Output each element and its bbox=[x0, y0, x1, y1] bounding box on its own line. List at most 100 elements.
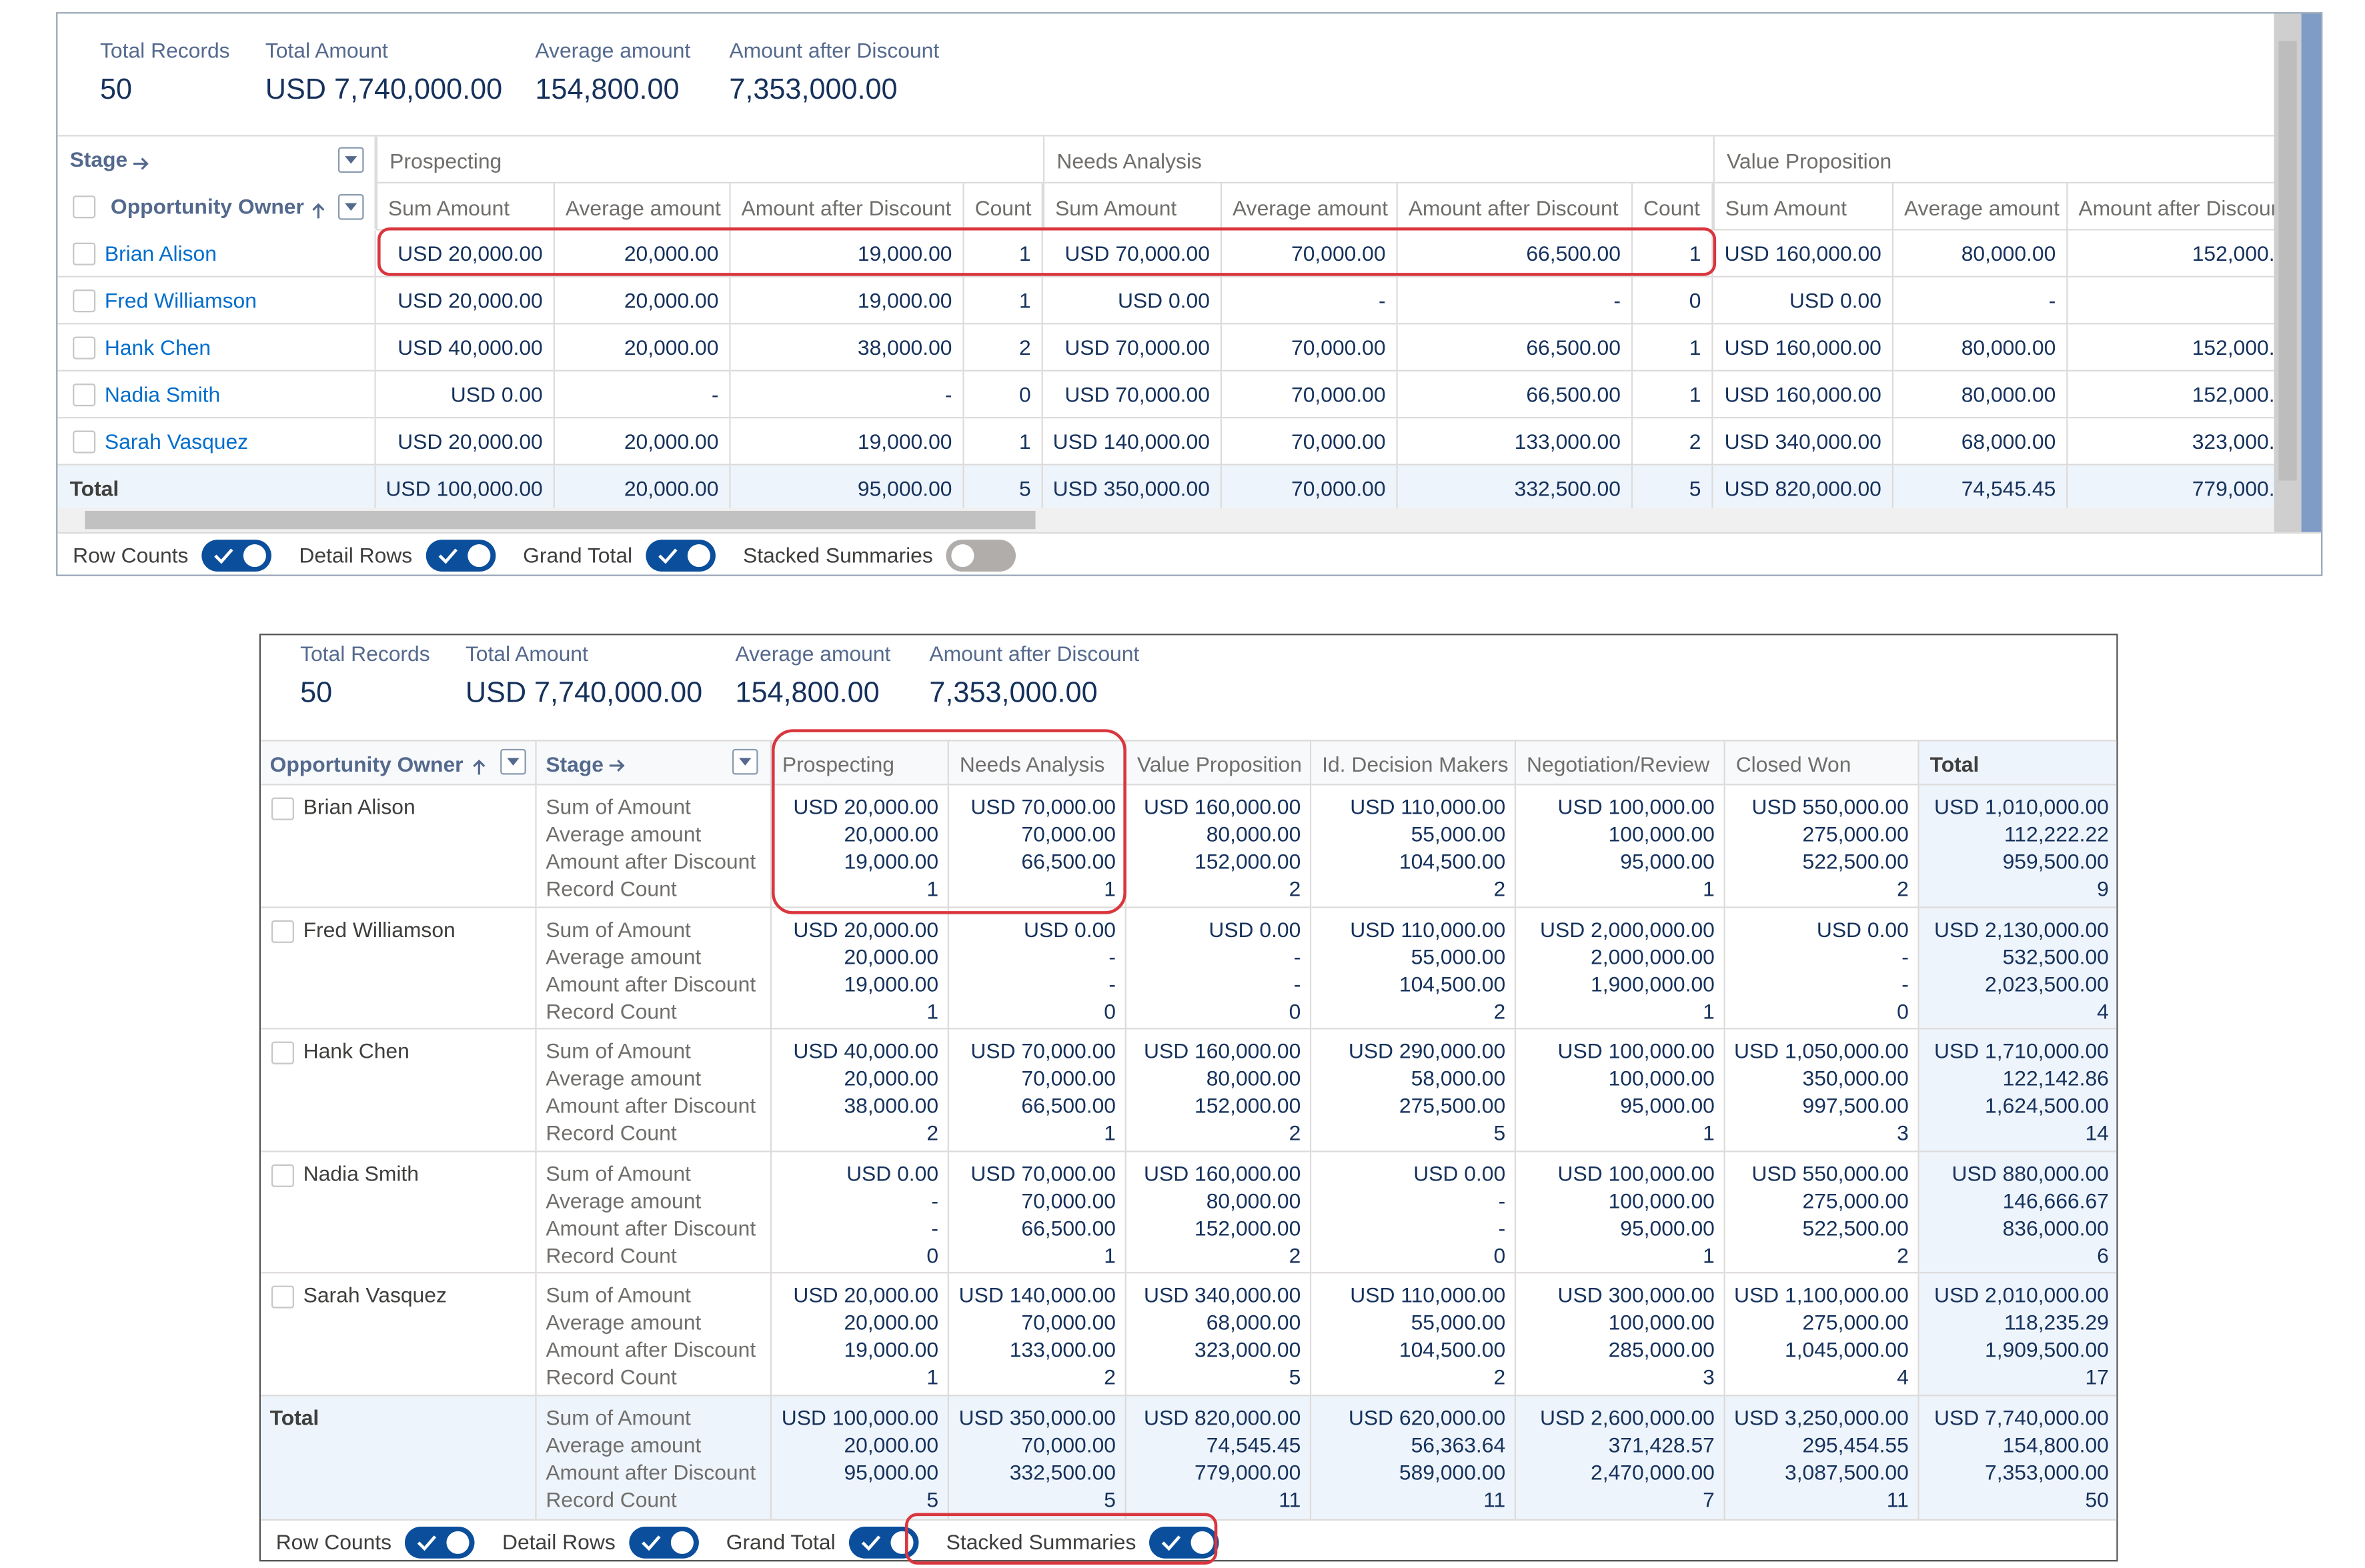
filter-button[interactable] bbox=[500, 748, 526, 775]
cell-value: USD 110,000.00 bbox=[1350, 1283, 1506, 1307]
cell-value: 5 bbox=[1493, 1120, 1506, 1145]
cell-value: 95,000.00 bbox=[1620, 1215, 1715, 1240]
cell-value: USD 2,010,000.00 bbox=[1934, 1283, 2109, 1307]
checkbox[interactable] bbox=[271, 1163, 294, 1187]
toggle-label: Stacked Summaries bbox=[743, 542, 933, 568]
cell-value: 5 bbox=[1104, 1486, 1116, 1511]
cell-value: USD 880,000.00 bbox=[1951, 1160, 2109, 1185]
cell-value: - bbox=[1293, 970, 1301, 996]
cell-value: 56,363.64 bbox=[1411, 1431, 1506, 1457]
cell-value: 55,000.00 bbox=[1411, 1309, 1506, 1335]
filter-icon bbox=[507, 758, 520, 766]
checkbox[interactable] bbox=[73, 430, 96, 454]
data-cell: USD 0.00- -0 bbox=[948, 907, 1126, 1030]
summary-label: Average amount bbox=[535, 37, 691, 63]
data-cell: USD 70,000.00 70,000.00 66,500.00 1 bbox=[948, 1029, 1126, 1152]
data-cell: 0 bbox=[964, 371, 1043, 419]
data-cell: - bbox=[1893, 277, 2068, 325]
cell-value: 80,000.00 bbox=[1206, 1065, 1301, 1090]
filter-icon bbox=[345, 203, 357, 211]
toggle-switch[interactable] bbox=[1149, 1527, 1220, 1559]
checkbox[interactable] bbox=[73, 383, 96, 407]
cell-value: 9 bbox=[2097, 876, 2109, 901]
summary-label: Total Amount bbox=[465, 641, 588, 666]
cell-value: 66,500.00 bbox=[1021, 848, 1116, 874]
measure-label: Average amount bbox=[546, 1187, 702, 1213]
owner-name: Nadia Smith bbox=[303, 1160, 419, 1185]
data-cell: USD 550,000.00 275,000.00 522,500.00 2 bbox=[1725, 785, 1919, 908]
cell-value: 133,000.00 bbox=[1009, 1337, 1116, 1362]
cell-value: USD 7,740,000.00 bbox=[1934, 1405, 2109, 1429]
data-cell: 323,000.00 bbox=[2068, 418, 2274, 466]
checkbox[interactable] bbox=[271, 919, 294, 942]
measure-label: Sum of Amount bbox=[546, 1283, 691, 1307]
cell-value: USD 1,100,000.00 bbox=[1733, 1283, 1909, 1307]
cell-value: 275,000.00 bbox=[1802, 822, 1909, 846]
data-cell: 0 bbox=[1633, 277, 1713, 325]
row-header-cell bbox=[260, 785, 537, 908]
filter-button[interactable] bbox=[732, 748, 758, 775]
filter-button[interactable] bbox=[337, 147, 364, 173]
data-cell: USD 20,000.00 20,000.00 19,000.00 1 bbox=[772, 907, 949, 1030]
scroll-thumb[interactable] bbox=[85, 511, 1036, 530]
summary-value: 7,353,000.00 bbox=[929, 678, 1098, 710]
cell-value: 38,000.00 bbox=[844, 1092, 939, 1118]
checkbox[interactable] bbox=[73, 195, 96, 219]
cell-value: USD 160,000.00 bbox=[1143, 1160, 1301, 1185]
cell-value: 0 bbox=[1897, 998, 1909, 1023]
cell-value: 95,000.00 bbox=[1620, 1092, 1715, 1118]
data-cell: - bbox=[1397, 277, 1633, 325]
data-cell: 20,000.00 bbox=[554, 465, 731, 508]
filter-button[interactable] bbox=[337, 193, 364, 220]
column-header: Needs Analysis bbox=[948, 740, 1126, 786]
cell-value: 997,500.00 bbox=[1802, 1092, 1909, 1118]
owner-link[interactable]: Nadia Smith bbox=[104, 381, 221, 407]
column-header: Count bbox=[1633, 183, 1713, 231]
cell-value: 5 bbox=[1289, 1364, 1301, 1389]
measure-label: Amount after Discount bbox=[546, 1459, 756, 1484]
cell-value: 3,087,500.00 bbox=[1785, 1459, 1909, 1484]
cell-value: USD 1,010,000.00 bbox=[1934, 794, 2109, 819]
row-header-cell bbox=[57, 277, 376, 325]
header-cell: Stage bbox=[69, 147, 128, 171]
cell-value: 152,000.00 bbox=[1195, 1215, 1301, 1240]
data-cell: 95,000.00 bbox=[730, 465, 964, 508]
toggle-switch[interactable] bbox=[946, 540, 1016, 572]
data-cell: USD 160,000.00 bbox=[1713, 324, 1894, 371]
toggle-switch[interactable] bbox=[646, 540, 716, 572]
data-cell: USD 20,000.00 20,000.00 19,000.00 1 bbox=[772, 785, 949, 908]
data-cell: USD 290,000.00 58,000.00 275,500.00 5 bbox=[1311, 1029, 1517, 1152]
owner-link[interactable]: Hank Chen bbox=[104, 335, 211, 359]
scroll-thumb[interactable] bbox=[2278, 41, 2297, 481]
toggle-switch[interactable] bbox=[426, 540, 496, 572]
data-cell: USD 70,000.00 bbox=[1042, 371, 1223, 419]
checkbox[interactable] bbox=[73, 289, 96, 313]
cell-value: 152,000.00 bbox=[1195, 848, 1301, 874]
checkbox[interactable] bbox=[73, 242, 96, 265]
owner-link[interactable]: Sarah Vasquez bbox=[104, 429, 249, 454]
toggle-switch[interactable] bbox=[201, 540, 272, 572]
data-cell: USD 300,000.00 100,000.00 285,000.00 3 bbox=[1516, 1273, 1725, 1396]
checkbox[interactable] bbox=[271, 797, 294, 820]
cell-value: USD 350,000.00 bbox=[958, 1405, 1116, 1429]
data-cell: 66,500.00 bbox=[1397, 324, 1633, 371]
column-header: Count bbox=[964, 183, 1043, 231]
arrow bbox=[609, 759, 625, 772]
owner-link[interactable]: Fred Williamson bbox=[104, 287, 257, 313]
toggle-switch[interactable] bbox=[405, 1527, 476, 1559]
owner-link[interactable]: Brian Alison bbox=[104, 241, 217, 265]
checkbox[interactable] bbox=[73, 336, 96, 359]
highlight-box bbox=[377, 227, 1717, 276]
data-cell: USD 160,000.00 bbox=[1713, 230, 1894, 277]
measure-label: Sum of Amount bbox=[546, 916, 691, 941]
cell-value: 323,000.00 bbox=[1195, 1337, 1301, 1362]
checkbox[interactable] bbox=[271, 1041, 294, 1064]
cell-value: USD 100,000.00 bbox=[1557, 1038, 1715, 1063]
toggle-switch[interactable] bbox=[629, 1527, 699, 1559]
data-cell: 66,500.00 bbox=[1397, 371, 1633, 419]
data-cell: USD 550,000.00 275,000.00 522,500.00 2 bbox=[1725, 1151, 1919, 1274]
cell-value: 0 bbox=[1104, 998, 1116, 1023]
checkbox[interactable] bbox=[271, 1285, 294, 1309]
owner-name: Sarah Vasquez bbox=[303, 1283, 447, 1307]
